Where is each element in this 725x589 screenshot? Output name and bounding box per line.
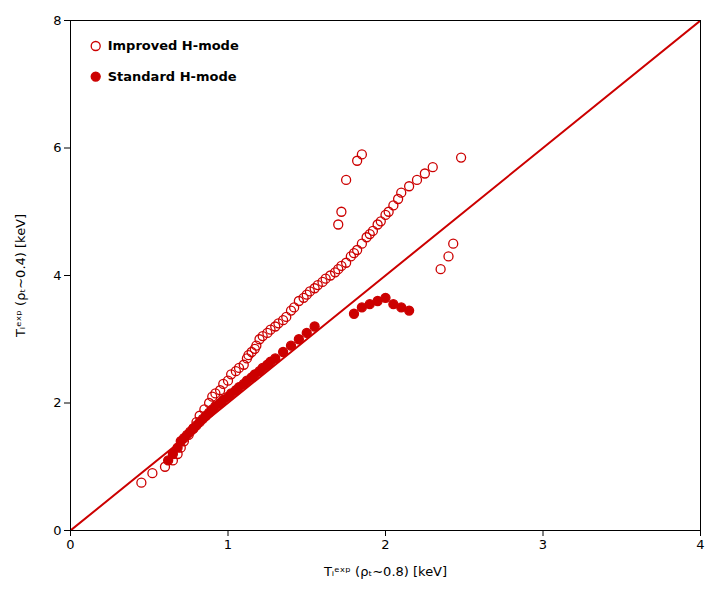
svg-text:0: 0 (53, 523, 61, 538)
svg-text:Improved H-mode: Improved H-mode (108, 38, 239, 53)
svg-text:Tᵢᵉˣᵖ (ρₜ∼0.4) [keV]: Tᵢᵉˣᵖ (ρₜ∼0.4) [keV] (13, 214, 28, 338)
svg-text:8: 8 (53, 13, 61, 28)
svg-text:4: 4 (53, 268, 61, 283)
svg-text:0: 0 (66, 537, 74, 552)
svg-text:3: 3 (539, 537, 547, 552)
svg-text:1: 1 (224, 537, 232, 552)
svg-text:4: 4 (696, 537, 704, 552)
svg-text:Standard H-mode: Standard H-mode (108, 69, 237, 84)
svg-text:2: 2 (53, 395, 61, 410)
svg-text:2: 2 (381, 537, 389, 552)
svg-text:6: 6 (53, 140, 61, 155)
svg-text:Tᵢᵉˣᵖ (ρₜ∼0.8) [keV]: Tᵢᵉˣᵖ (ρₜ∼0.8) [keV] (323, 564, 447, 579)
